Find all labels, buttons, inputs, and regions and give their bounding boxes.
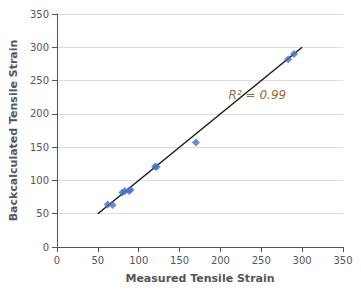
svg-text:350: 350 [30, 9, 49, 20]
svg-text:50: 50 [91, 255, 104, 266]
svg-text:200: 200 [211, 255, 230, 266]
svg-text:250: 250 [30, 75, 49, 86]
svg-text:0: 0 [43, 242, 49, 253]
svg-text:150: 150 [170, 255, 189, 266]
svg-text:0: 0 [54, 255, 60, 266]
svg-text:200: 200 [30, 108, 49, 119]
svg-text:300: 300 [293, 255, 312, 266]
svg-text:Measured Tensile Strain: Measured Tensile Strain [125, 272, 274, 285]
svg-text:300: 300 [30, 42, 49, 53]
svg-text:50: 50 [36, 208, 49, 219]
svg-text:100: 100 [129, 255, 148, 266]
svg-text:250: 250 [252, 255, 271, 266]
svg-text:Backcalculated Tensile Strain: Backcalculated Tensile Strain [7, 40, 20, 222]
svg-text:100: 100 [30, 175, 49, 186]
svg-text:R² = 0.99: R² = 0.99 [229, 88, 287, 102]
svg-text:350: 350 [333, 255, 352, 266]
svg-text:150: 150 [30, 142, 49, 153]
